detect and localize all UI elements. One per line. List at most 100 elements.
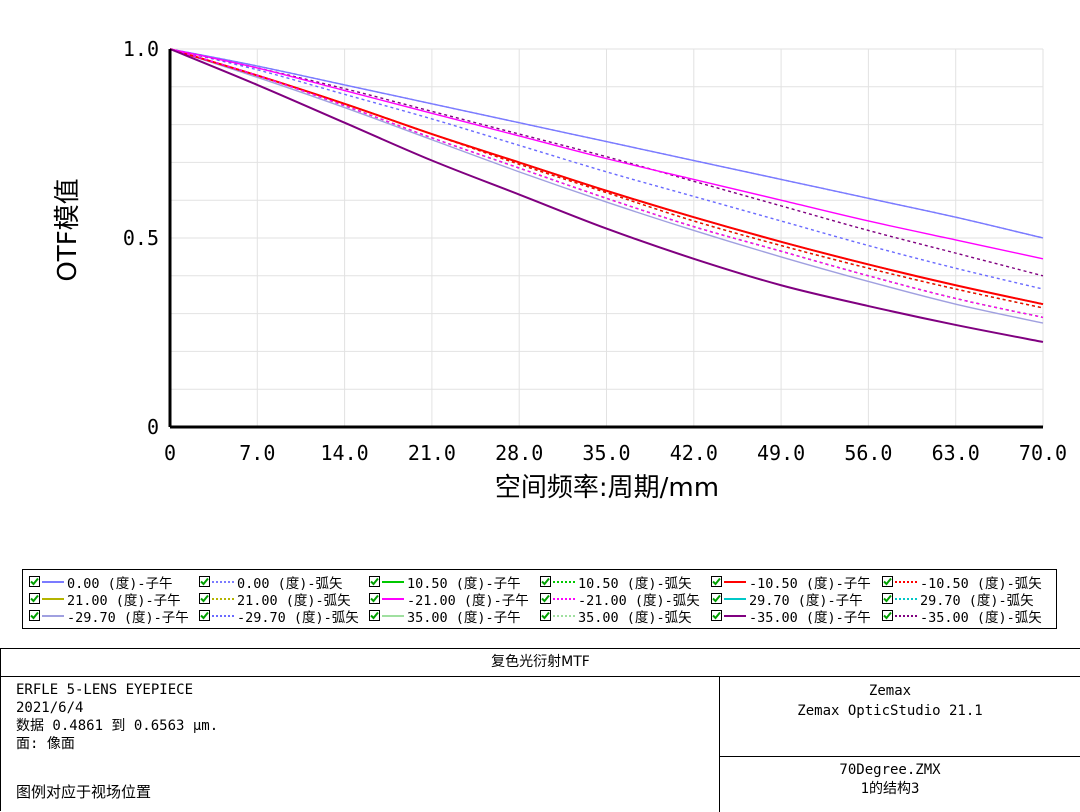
checkbox-icon[interactable] [199,593,210,604]
checkbox-icon[interactable] [199,576,210,587]
legend-item[interactable]: 35.00 (度)-弧矢 [540,607,692,626]
legend-item[interactable]: -21.00 (度)-弧矢 [540,590,700,609]
series-line [169,48,1044,306]
chart-axes [168,49,1043,429]
company-name: Zemax [868,683,912,699]
x-tick-label: 70.0 [1019,441,1067,465]
legend-label: -29.70 (度)-弧矢 [237,609,359,626]
series-line [169,48,1044,290]
legend-label: -10.50 (度)-弧矢 [920,575,1042,592]
checkbox-icon[interactable] [540,576,551,587]
legend-label: 21.00 (度)-弧矢 [237,592,351,609]
date-text: 2021/6/4 [16,700,84,716]
checkbox-icon[interactable] [199,610,210,621]
checkbox-icon[interactable] [540,610,551,621]
checkbox-icon[interactable] [29,593,40,604]
legend-label: -21.00 (度)-弧矢 [578,592,700,609]
legend-swatch [212,614,234,617]
legend-swatch [212,597,234,600]
x-axis-label: 空间频率:周期/mm [495,473,719,503]
legend-item[interactable]: -29.70 (度)-弧矢 [199,607,359,626]
legend-item[interactable]: -35.00 (度)-弧矢 [882,607,1042,626]
legend-label: -35.00 (度)-子午 [749,609,871,626]
legend-item[interactable]: 10.50 (度)-子午 [369,573,521,592]
software-info: Zemax Zemax OpticStudio 21.1 [720,681,1060,721]
legend-item[interactable]: -10.50 (度)-子午 [711,573,871,592]
checkbox-icon[interactable] [882,593,893,604]
legend-item[interactable]: 29.70 (度)-弧矢 [882,590,1034,609]
legend-label: 10.50 (度)-子午 [407,575,521,592]
checkbox-icon[interactable] [882,610,893,621]
legend-swatch [553,597,575,600]
checkbox-icon[interactable] [29,610,40,621]
checkbox-icon[interactable] [369,576,380,587]
legend-swatch [895,580,917,583]
checkbox-icon[interactable] [540,593,551,604]
file-name: 70Degree.ZMX [839,762,941,778]
legend-item[interactable]: 21.00 (度)-弧矢 [199,590,351,609]
legend-swatch [553,580,575,583]
legend-label: 29.70 (度)-子午 [749,592,863,609]
legend-item[interactable]: 10.50 (度)-弧矢 [540,573,692,592]
series-line [169,48,1044,239]
legend-item[interactable]: 0.00 (度)-子午 [29,573,173,592]
legend-item[interactable]: -21.00 (度)-子午 [369,590,529,609]
legend-label: -29.70 (度)-子午 [67,609,189,626]
checkbox-icon[interactable] [711,610,722,621]
legend-item[interactable]: 0.00 (度)-弧矢 [199,573,343,592]
x-tick-label: 63.0 [932,441,980,465]
legend-swatch [382,580,404,583]
legend-label: 0.00 (度)-弧矢 [237,575,343,592]
file-info: 70Degree.ZMX 1的结构3 [720,761,1060,799]
legend-swatch [724,614,746,617]
checkbox-icon[interactable] [29,576,40,587]
x-tick-label: 7.0 [239,441,275,465]
legend-note: 图例对应于视场位置 [16,783,152,801]
x-tick-label: 21.0 [408,441,456,465]
legend-label: -21.00 (度)-子午 [407,592,529,609]
series-line [169,48,1044,343]
wavelength-range: 数据 0.4861 到 0.6563 µm. [16,718,219,734]
legend-swatch [382,597,404,600]
checkbox-icon[interactable] [882,576,893,587]
checkbox-icon[interactable] [369,593,380,604]
checkbox-icon[interactable] [369,610,380,621]
legend-item[interactable]: -35.00 (度)-子午 [711,607,871,626]
legend-label: 29.70 (度)-弧矢 [920,592,1034,609]
legend-label: 10.50 (度)-弧矢 [578,575,692,592]
legend-swatch [553,614,575,617]
configuration-text: 1的结构3 [860,781,920,797]
x-tick-label: 56.0 [844,441,892,465]
checkbox-icon[interactable] [711,576,722,587]
y-tick-label: 0.5 [123,226,159,250]
legend-item[interactable]: 29.70 (度)-子午 [711,590,863,609]
info-panel: 复色光衍射MTF ERFLE 5-LENS EYEPIECE 2021/6/4 … [0,648,1080,812]
x-tick-label: 35.0 [582,441,630,465]
legend: 0.00 (度)-子午 0.00 (度)-弧矢 10.50 (度)-子午 10.50 … [22,569,1057,629]
checkbox-icon[interactable] [711,593,722,604]
chart-tick-labels: 0 7.0 14.0 21.0 28.0 35.0 42.0 49.0 56.0 63.0 70.0… [123,37,1067,465]
legend-swatch [42,580,64,583]
legend-label: -35.00 (度)-弧矢 [920,609,1042,626]
legend-label: 35.00 (度)-子午 [407,609,521,626]
legend-swatch [724,597,746,600]
info-divider-vertical [719,677,720,812]
legend-item[interactable]: 21.00 (度)-子午 [29,590,181,609]
series-line [169,48,1044,324]
legend-item[interactable]: -29.70 (度)-子午 [29,607,189,626]
legend-swatch [895,614,917,617]
x-tick-label: 0 [164,441,176,465]
x-tick-label: 42.0 [670,441,718,465]
series-line [169,48,1044,277]
legend-label: 0.00 (度)-子午 [67,575,173,592]
lens-name: ERFLE 5-LENS EYEPIECE [16,682,194,698]
legend-swatch [42,597,64,600]
legend-swatch [895,597,917,600]
series-line [169,48,1044,260]
legend-item[interactable]: -10.50 (度)-弧矢 [882,573,1042,592]
legend-swatch [42,614,64,617]
legend-label: 35.00 (度)-弧矢 [578,609,692,626]
legend-item[interactable]: 35.00 (度)-子午 [369,607,521,626]
x-tick-label: 14.0 [321,441,369,465]
info-details: ERFLE 5-LENS EYEPIECE 2021/6/4 数据 0.4861… [16,681,218,753]
